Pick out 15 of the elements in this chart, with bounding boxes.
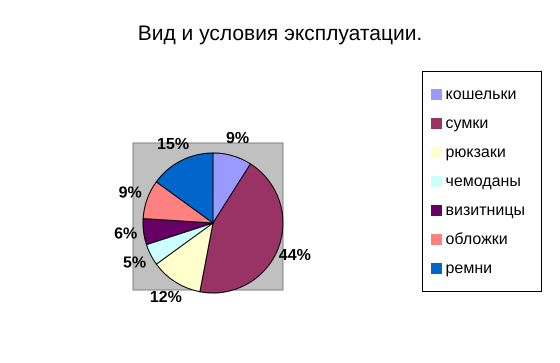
data-label: 6% [114,226,138,243]
legend-label: сумки [446,115,488,132]
legend-label: рюкзаки [446,144,506,161]
data-label: 12% [150,288,182,306]
legend-label: визитницы [446,202,525,219]
data-label: 9% [226,130,250,147]
legend-label: ремни [446,260,492,277]
legend-label: чемоданы [446,173,521,190]
data-label: 44% [278,246,311,264]
data-label: 15% [157,136,190,154]
legend-label: обложки [446,231,508,248]
data-label: 5% [123,254,146,272]
legend-label: кошельки [446,86,516,103]
data-label: 9% [118,184,142,202]
chart-title: Вид и условия эксплуатации. [136,22,424,46]
